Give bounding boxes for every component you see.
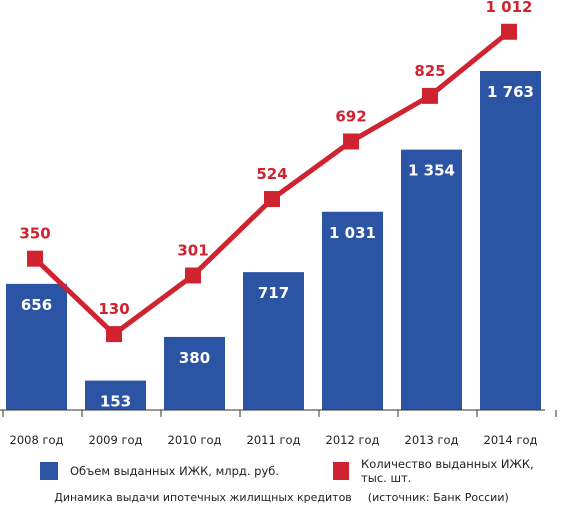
x-tick-label: 2008 год bbox=[10, 433, 64, 447]
line-point-marker bbox=[501, 23, 517, 40]
bar bbox=[480, 71, 541, 410]
line-value-label: 524 bbox=[256, 165, 287, 183]
line-point-marker bbox=[343, 133, 359, 150]
line-value-label: 825 bbox=[414, 62, 445, 80]
bar-value-label: 717 bbox=[258, 284, 289, 302]
line-layer: 350 130 301 524 692 825 1 012 bbox=[19, 0, 533, 343]
bar-value-label: 380 bbox=[179, 349, 210, 367]
legend-swatch-line bbox=[333, 462, 350, 480]
line-point-marker bbox=[106, 326, 122, 343]
legend-swatch-bars bbox=[40, 462, 58, 480]
x-tick-label: 2009 год bbox=[89, 433, 143, 447]
chart-caption: Динамика выдачи ипотечных жилищных креди… bbox=[0, 491, 563, 504]
legend-item-bars: Объем выданных ИЖК, млрд. руб. bbox=[40, 460, 279, 482]
x-ticks: 2008 год 2009 год 2010 год 2011 год 2012 год… bbox=[2, 410, 557, 447]
bar bbox=[85, 380, 146, 410]
bar-value-label: 1 031 bbox=[329, 224, 376, 242]
x-tick-label: 2014 год bbox=[484, 433, 538, 447]
x-tick-label: 2011 год bbox=[247, 433, 301, 447]
bar-value-label: 1 763 bbox=[487, 83, 534, 101]
bars-layer: 656 153 380 717 1 031 1 354 1 763 bbox=[6, 71, 541, 411]
bar-value-label: 1 354 bbox=[408, 162, 455, 180]
bar bbox=[322, 211, 383, 410]
line-point-marker bbox=[27, 250, 43, 267]
line-value-label: 350 bbox=[19, 225, 50, 243]
x-tick-label: 2012 год bbox=[326, 433, 380, 447]
combo-chart: 656 153 380 717 1 031 1 354 1 763 2008 год 2009… bbox=[0, 0, 557, 447]
x-tick-label: 2013 год bbox=[405, 433, 459, 447]
x-tick-label: 2010 год bbox=[168, 433, 222, 447]
bar bbox=[401, 149, 462, 410]
chart-source: (источник: Банк России) bbox=[367, 491, 509, 504]
line-point-marker bbox=[422, 87, 438, 104]
bar bbox=[243, 272, 304, 410]
legend-label-line: Количество выданных ИЖК, тыс. шт. bbox=[361, 457, 534, 485]
chart-title: Динамика выдачи ипотечных жилищных креди… bbox=[54, 491, 352, 504]
line-value-label: 301 bbox=[177, 241, 208, 259]
bar bbox=[164, 336, 225, 410]
bar-value-label: 153 bbox=[100, 393, 131, 411]
line-point-marker bbox=[185, 267, 201, 284]
legend-label-bars: Объем выданных ИЖК, млрд. руб. bbox=[70, 464, 280, 478]
line-value-label: 692 bbox=[335, 107, 366, 125]
bar bbox=[6, 283, 67, 410]
line-value-label: 130 bbox=[98, 300, 129, 318]
line-value-label: 1 012 bbox=[486, 0, 533, 16]
legend-item-line: Количество выданных ИЖК, тыс. шт. bbox=[333, 457, 563, 485]
bar-value-label: 656 bbox=[21, 296, 52, 314]
line-point-marker bbox=[264, 191, 280, 208]
